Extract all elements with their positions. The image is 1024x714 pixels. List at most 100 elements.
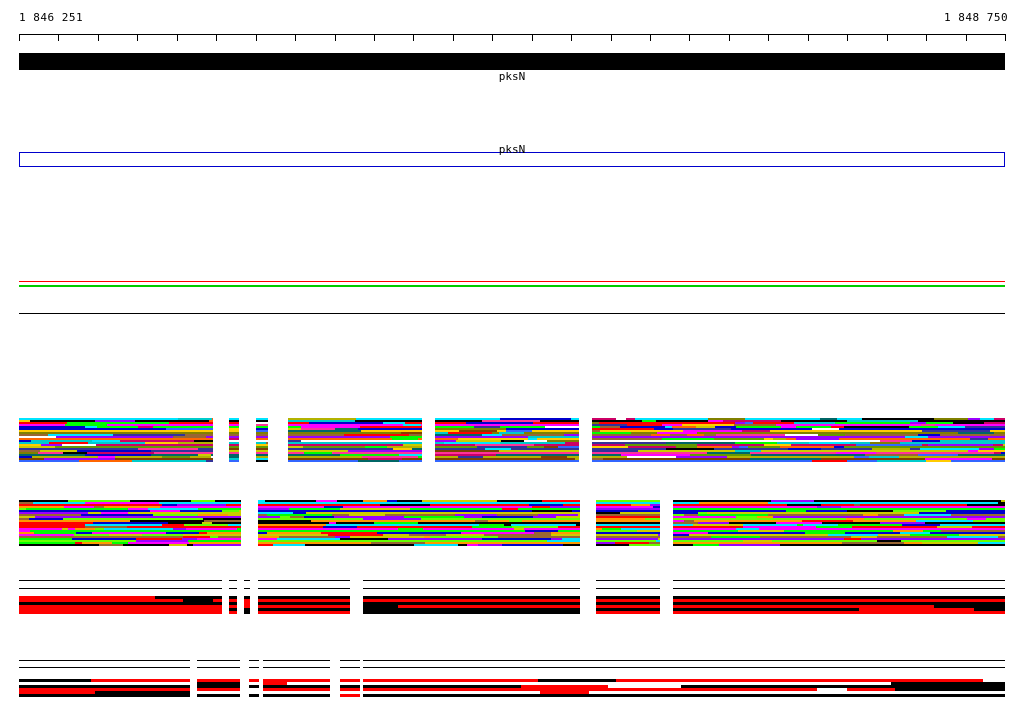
alignment-block xyxy=(430,536,498,538)
alignment-segment[interactable] xyxy=(197,658,240,698)
ruler-tick xyxy=(413,34,414,41)
alignment-segment[interactable] xyxy=(596,578,660,616)
alignment-block xyxy=(30,530,99,532)
alignment-block xyxy=(571,596,580,599)
alignment-block xyxy=(567,456,579,458)
alignment-row xyxy=(256,442,268,444)
alignment-block xyxy=(532,430,579,432)
alignment-row xyxy=(435,428,579,430)
alignment-block xyxy=(352,442,386,444)
alignment-segment[interactable] xyxy=(229,418,239,462)
alignment-block xyxy=(657,432,697,434)
alignment-block xyxy=(556,516,580,518)
alignment-row xyxy=(258,540,580,542)
alignment-block xyxy=(851,428,888,430)
alignment-block xyxy=(402,458,422,460)
alignment-segment[interactable] xyxy=(673,578,1005,616)
alignment-block xyxy=(229,434,238,436)
alignment-segment[interactable] xyxy=(229,578,237,616)
cds-feature-bar[interactable] xyxy=(19,53,1005,70)
alignment-block xyxy=(244,599,250,602)
alignment-block xyxy=(329,522,336,524)
alignment-segment[interactable] xyxy=(673,500,1005,546)
alignment-block xyxy=(19,428,53,430)
alignment-block xyxy=(191,500,215,502)
alignment-segment[interactable] xyxy=(363,658,1005,698)
alignment-segment[interactable] xyxy=(19,418,213,462)
alignment-block xyxy=(357,526,400,528)
alignment-segment[interactable] xyxy=(592,418,1005,462)
alignment-segment[interactable] xyxy=(258,500,580,546)
alignment-block xyxy=(256,448,268,450)
alignment-block xyxy=(644,524,660,526)
alignment-row xyxy=(244,599,250,602)
gene-feature-box[interactable] xyxy=(19,152,1005,167)
alignment-block xyxy=(435,444,475,446)
alignment-row xyxy=(19,504,241,506)
alignment-rule-line xyxy=(19,667,190,668)
alignment-block xyxy=(390,436,422,438)
alignment-block xyxy=(344,434,409,436)
alignment-block xyxy=(638,450,653,452)
alignment-block xyxy=(237,528,241,530)
ruler-tick xyxy=(611,34,612,41)
alignment-row xyxy=(673,611,1005,614)
alignment-segment[interactable] xyxy=(258,578,350,616)
alignment-segment[interactable] xyxy=(256,418,268,462)
alignment-block xyxy=(93,522,168,524)
alignment-row xyxy=(435,430,579,432)
alignment-block xyxy=(562,538,580,540)
alignment-row xyxy=(435,450,579,452)
alignment-block xyxy=(470,528,514,530)
coordinate-ruler[interactable] xyxy=(19,34,1006,44)
alignment-segment[interactable] xyxy=(263,658,330,698)
alignment-block xyxy=(592,418,616,420)
alignment-block xyxy=(596,506,653,508)
alignment-block xyxy=(40,450,77,452)
alignment-segment[interactable] xyxy=(19,658,190,698)
alignment-block xyxy=(627,456,676,458)
alignment-segment[interactable] xyxy=(363,578,580,616)
alignment-segment[interactable] xyxy=(288,418,422,462)
alignment-segment[interactable] xyxy=(249,658,259,698)
alignment-block xyxy=(19,448,74,450)
alignment-block xyxy=(940,434,987,436)
alignment-row xyxy=(673,508,1005,510)
alignment-block xyxy=(592,454,621,456)
alignment-block xyxy=(363,682,411,685)
alignment-segment[interactable] xyxy=(244,578,250,616)
alignment-block xyxy=(558,530,580,532)
alignment-row xyxy=(19,605,222,608)
alignment-block xyxy=(424,524,479,526)
alignment-block xyxy=(525,530,558,532)
alignment-row xyxy=(19,599,222,602)
ruler-tick xyxy=(847,34,848,41)
alignment-block xyxy=(391,532,461,534)
alignment-block xyxy=(968,450,978,452)
alignment-block xyxy=(198,454,211,456)
alignment-segment[interactable] xyxy=(19,500,241,546)
alignment-block xyxy=(478,506,500,508)
alignment-block xyxy=(148,524,162,526)
alignment-block xyxy=(433,520,475,522)
alignment-segment[interactable] xyxy=(435,418,579,462)
alignment-block xyxy=(673,532,708,534)
alignment-segment[interactable] xyxy=(340,658,360,698)
alignment-block xyxy=(74,448,97,450)
alignment-block xyxy=(288,436,318,438)
alignment-segment[interactable] xyxy=(19,578,222,616)
alignment-block xyxy=(768,542,775,544)
alignment-block xyxy=(256,420,268,422)
alignment-block xyxy=(686,536,711,538)
alignment-row xyxy=(258,605,350,608)
alignment-block xyxy=(258,500,265,502)
alignment-segment[interactable] xyxy=(596,500,660,546)
alignment-block xyxy=(800,694,823,697)
alignment-block xyxy=(717,538,781,540)
alignment-block xyxy=(768,502,806,504)
alignment-block xyxy=(847,510,893,512)
alignment-block xyxy=(151,688,190,691)
contig-line xyxy=(19,313,1005,314)
alignment-row xyxy=(19,538,241,540)
